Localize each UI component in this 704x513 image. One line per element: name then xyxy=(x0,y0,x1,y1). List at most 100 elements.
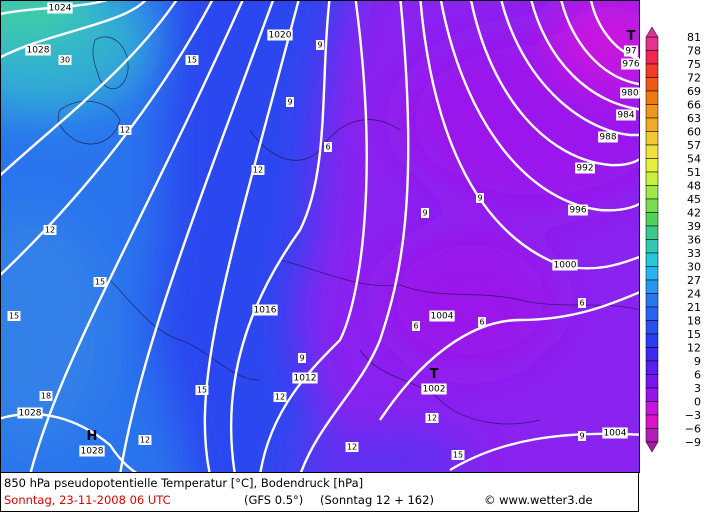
isobar-label-text: 1000 xyxy=(554,261,577,271)
temperature-label: 6 xyxy=(478,317,486,327)
pressure-center-value-box xyxy=(421,383,447,395)
temperature-label-text: 12 xyxy=(45,226,55,235)
isobar-label-box xyxy=(252,304,278,316)
colorbar-cell xyxy=(645,387,659,402)
colorbar-label: 36 xyxy=(687,234,701,247)
colorbar-label: 69 xyxy=(687,85,701,98)
temperature-label-text: 15 xyxy=(197,386,207,395)
isobar-label-box xyxy=(598,131,618,143)
colorbar-label: 21 xyxy=(687,301,701,314)
colorbar-label: 24 xyxy=(687,288,701,301)
isobar-label-text: 1004 xyxy=(604,429,627,439)
temperature-label: 9 xyxy=(316,40,324,50)
isobar-label: 1024 xyxy=(47,2,73,14)
isobar-label-box xyxy=(621,58,640,70)
temperature-label-box xyxy=(195,385,209,395)
isobar-label: 1016 xyxy=(252,304,278,316)
colorbar-label: 78 xyxy=(687,45,701,58)
temperature-label-text: 15 xyxy=(9,312,19,321)
isobar-label-box xyxy=(602,427,628,439)
isobar-label-box xyxy=(47,2,73,14)
temperature-label: 15 xyxy=(451,450,465,460)
temperature-label-text: 30 xyxy=(60,56,70,65)
temperature-label-box xyxy=(273,392,287,402)
colorbar-cell xyxy=(645,198,659,213)
footer-model: (GFS 0.5°) xyxy=(244,493,303,507)
temperature-label-text: 15 xyxy=(95,278,105,287)
temperature-label-text: 6 xyxy=(413,322,418,331)
colorbar-label: −3 xyxy=(685,409,701,422)
colorbar-label: 6 xyxy=(694,369,701,382)
temperature-label: 30 xyxy=(58,55,72,65)
isobar-label-text: 1024 xyxy=(49,4,72,14)
isobar-label-text: 1012 xyxy=(294,374,317,384)
colorbar-label: 39 xyxy=(687,220,701,233)
temperature-label-box xyxy=(185,55,199,65)
pressure-center-value: 1028 xyxy=(79,445,105,457)
colorbar-arrow-bottom xyxy=(645,441,659,453)
colorbar-cell xyxy=(645,36,659,51)
isobar-label: 984 xyxy=(616,109,636,121)
colorbar-cell xyxy=(645,90,659,105)
isobar-label: 980 xyxy=(620,87,640,99)
colorbar-cell xyxy=(645,360,659,375)
colorbar-label: 51 xyxy=(687,166,701,179)
map-area xyxy=(0,0,640,472)
isobar-label: 996 xyxy=(568,204,588,216)
temperature-label-box xyxy=(316,40,324,50)
colorbar-cell xyxy=(645,306,659,321)
colorbar-label: 54 xyxy=(687,153,701,166)
colorbar-label: −9 xyxy=(685,436,701,449)
colorbar-label: 18 xyxy=(687,315,701,328)
temperature-label: 12 xyxy=(138,435,152,445)
colorbar-cell xyxy=(645,225,659,240)
temperature-label-text: 9 xyxy=(317,41,322,50)
temperature-label-box xyxy=(93,277,107,287)
temperature-label-box xyxy=(286,97,294,107)
colorbar-label: 75 xyxy=(687,58,701,71)
colorbar-cell xyxy=(645,77,659,92)
isobar-label: 1004 xyxy=(429,310,455,322)
colorbar-cell xyxy=(645,50,659,65)
temperature-label-box xyxy=(478,317,486,327)
temperature-label: 6 xyxy=(412,321,420,331)
isobar-label: 1020 xyxy=(267,29,293,41)
colorbar-cell xyxy=(645,414,659,429)
isobar-label-box xyxy=(552,259,578,271)
isobar-label-box xyxy=(568,204,588,216)
temperature-label-box xyxy=(58,55,72,65)
colorbar-cell xyxy=(645,158,659,173)
colorbar-cell xyxy=(645,347,659,362)
isobar-label: 1028 xyxy=(25,44,51,56)
temperature-label: 12 xyxy=(118,125,132,135)
isobar-label-text: 1028 xyxy=(19,409,42,419)
temperature-label-text: 9 xyxy=(422,209,427,218)
footer-source: © www.wetter3.de xyxy=(484,493,593,507)
pressure-center-value: 97 xyxy=(623,45,639,57)
colorbar-label: 57 xyxy=(687,139,701,152)
isobar-label-text: 1004 xyxy=(431,312,454,322)
pressure-center-value-box xyxy=(623,45,639,57)
colorbar-cell xyxy=(645,401,659,416)
isobar-label-text: 976 xyxy=(622,60,639,70)
temperature-label-text: 12 xyxy=(140,436,150,445)
isobar-label-box xyxy=(616,109,636,121)
colorbar-cell xyxy=(645,279,659,294)
isobar-label: 976 xyxy=(621,58,640,70)
pressure-center-value-text: 97 xyxy=(625,47,636,57)
temperature-label: 9 xyxy=(421,208,429,218)
footer-frame xyxy=(0,472,639,512)
temperature-label-box xyxy=(138,435,152,445)
temperature-label-box xyxy=(421,208,429,218)
pressure-center-value-text: 1028 xyxy=(81,447,104,457)
pressure-center-value: 1002 xyxy=(421,383,447,395)
footer-run: (Sonntag 12 + 162) xyxy=(320,493,434,507)
temperature-label: 15 xyxy=(195,385,209,395)
temperature-label-box xyxy=(39,391,53,401)
isobar-label: 988 xyxy=(598,131,618,143)
isobar-label-box xyxy=(267,29,293,41)
temperature-label: 18 xyxy=(39,391,53,401)
temperature-label: 9 xyxy=(298,353,306,363)
isobar-label-text: 988 xyxy=(599,133,616,143)
